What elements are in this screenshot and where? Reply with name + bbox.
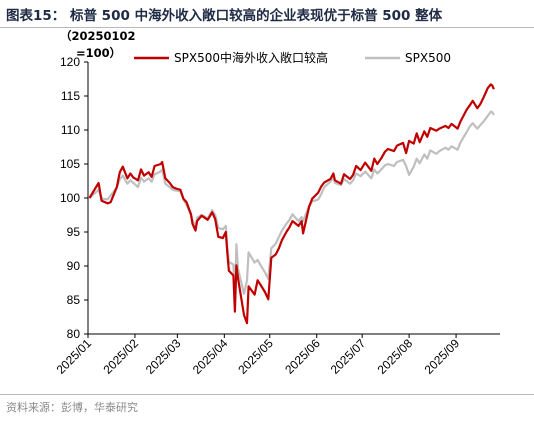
y-tick-label: 95 <box>67 225 81 239</box>
y-tick-label: 110 <box>61 123 80 137</box>
figure-title: 图表15： 标普 500 中海外收入敞口较高的企业表现优于标普 500 整体 <box>6 8 443 24</box>
title-divider <box>0 27 534 28</box>
y-axis-label-line: =100） <box>76 46 121 60</box>
source-note: 资料来源：彭博，华泰研究 <box>6 401 138 414</box>
x-tick-label: 2025/05 <box>235 336 276 377</box>
y-tick-label: 85 <box>67 293 81 307</box>
y-tick-label: 120 <box>60 55 80 69</box>
series-line-high-overseas-exposure <box>88 83 495 325</box>
y-tick-label: 105 <box>60 157 80 171</box>
legend-label-spx500: SPX500 <box>405 51 451 65</box>
x-tick-label: 2025/04 <box>190 336 231 377</box>
y-tick-label: 80 <box>67 327 81 341</box>
x-tick-label: 2025/06 <box>282 336 323 377</box>
y-axis-ticks: 80 85 90 95 100 105 110 115 120 <box>60 55 88 341</box>
legend-label-high-overseas-exposure: SPX500中海外收入敞口较高 <box>174 50 328 65</box>
y-axis-label-line: （20250102 <box>60 29 136 43</box>
source-divider <box>0 394 534 395</box>
y-tick-label: 100 <box>60 191 80 205</box>
series-lines <box>88 83 495 325</box>
y-tick-label: 90 <box>67 259 81 273</box>
axes <box>87 62 500 335</box>
series-line-spx500 <box>88 110 495 304</box>
x-tick-label: 2025/09 <box>422 336 463 377</box>
y-tick-label: 115 <box>61 89 80 103</box>
y-axis-label: （20250102 =100） <box>60 29 136 60</box>
x-tick-label: 2025/08 <box>375 336 416 377</box>
x-tick-label: 2025/07 <box>328 336 369 377</box>
x-tick-label: 2025/01 <box>54 336 95 377</box>
x-axis-ticks: 2025/01 2025/02 2025/03 2025/04 2025/05 2025/… <box>54 334 463 377</box>
x-tick-label: 2025/02 <box>100 336 141 377</box>
x-tick-label: 2025/03 <box>143 336 184 377</box>
legend: SPX500中海外收入敞口较高 SPX500 <box>134 50 451 65</box>
